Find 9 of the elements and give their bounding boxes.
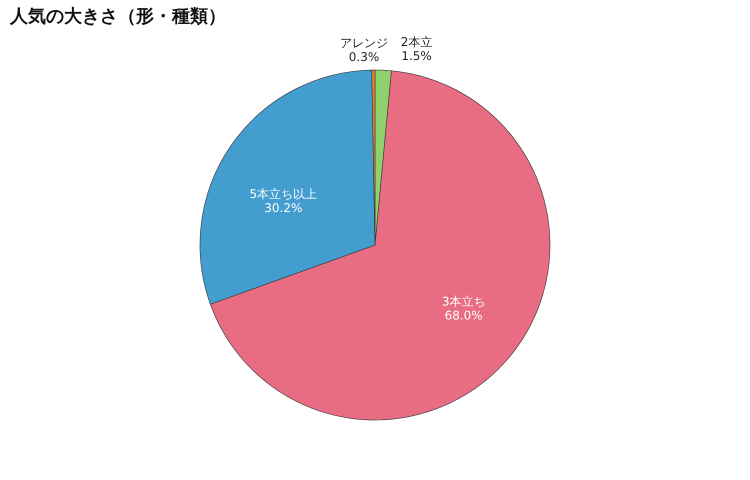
data-label: 30.2% (264, 200, 302, 215)
slice-label: アレンジ (340, 36, 388, 50)
slice-label: 3本立ち (442, 294, 486, 308)
data-label: 1.5% (401, 49, 432, 64)
data-label: 0.3% (348, 50, 380, 64)
slice-label: 2本立 (400, 35, 432, 50)
slice-label: 5本立ち以上 (249, 186, 318, 201)
chart-title: 人気の大きさ（形・種類） (9, 6, 226, 27)
data-label: 68.0% (444, 308, 483, 322)
